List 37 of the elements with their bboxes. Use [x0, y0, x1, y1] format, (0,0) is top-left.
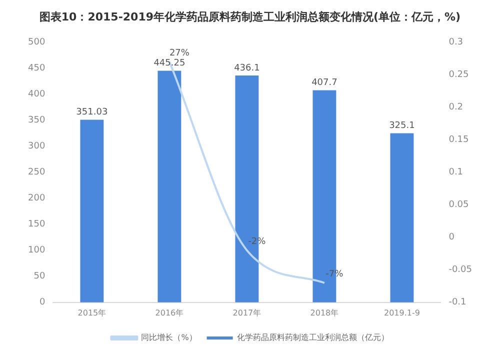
data-label: 436.1: [234, 63, 260, 74]
y-tick-label: 400: [28, 90, 46, 100]
y-tick-label: 150: [28, 220, 46, 230]
y2-tick-label: 0.2: [448, 102, 464, 113]
x-tick-label: 2017年: [232, 308, 262, 318]
y-tick-label: 450: [28, 64, 46, 74]
bar: [390, 133, 414, 302]
data-label: 351.03: [76, 108, 108, 118]
y-tick-label: 100: [28, 246, 46, 256]
y2-tick-label: 0.05: [448, 200, 469, 210]
x-tick-label: 2019.1-9: [384, 308, 420, 318]
x-tick-label: 2015年: [78, 308, 106, 318]
y2-tick-label: 0.15: [448, 135, 469, 146]
chart-title: 图表10：2015-2019年化学药品原料药制造工业利润总额变化情况(单位：亿元，%): [39, 10, 461, 24]
data-label: 407.7: [312, 78, 338, 88]
data-label: 27%: [169, 48, 190, 59]
y-tick-label: 50: [34, 272, 46, 282]
y2-tick-label: -0.05: [448, 265, 472, 276]
y-tick-label: 0: [39, 298, 46, 308]
y2-tick-label: -0.1: [448, 298, 466, 308]
x-tick-label: 2018年: [310, 308, 339, 318]
y2-tick-label: 0: [448, 232, 455, 243]
y-tick-label: 350: [28, 116, 46, 126]
y-tick-label: 250: [28, 168, 46, 178]
data-label: 445.25: [154, 58, 186, 69]
bar: [80, 120, 104, 302]
y2-tick-label: 0.25: [448, 70, 469, 80]
y-tick-label: 300: [28, 142, 46, 152]
legend-label: 化学药品原料药制造工业利润总额（亿元）: [236, 333, 389, 342]
y2-tick-label: 0.1: [448, 168, 464, 178]
y2-tick-label: 0.3: [448, 38, 464, 48]
y-tick-label: 500: [28, 38, 46, 48]
data-label: 325.1: [389, 121, 415, 132]
y-tick-label: 200: [28, 194, 46, 204]
bar: [158, 70, 182, 302]
legend-label: 同比增长（%）: [141, 333, 197, 342]
x-tick-label: 2016年: [155, 308, 184, 318]
